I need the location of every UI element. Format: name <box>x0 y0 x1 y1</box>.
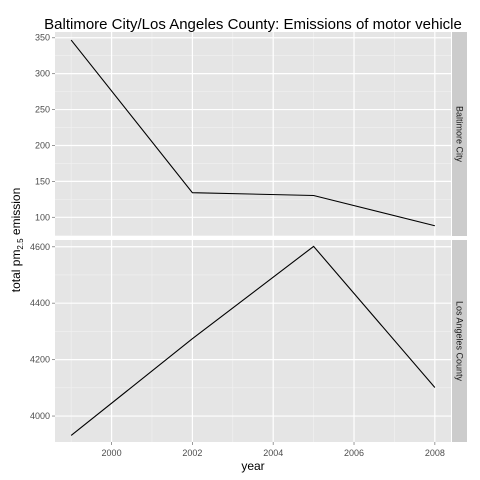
y-axis-title: total pm2.5 emission <box>9 188 25 293</box>
x-tick-label: 2004 <box>263 448 283 458</box>
y-tick-label: 250 <box>35 105 50 115</box>
panel-background <box>55 240 451 442</box>
y-axis-title-subscript: 2.5 <box>16 238 25 250</box>
x-axis: 2000 2002 2004 2006 2008 <box>102 442 445 458</box>
y-tick-label: 4200 <box>30 355 50 365</box>
y-tick-label: 150 <box>35 176 50 186</box>
facet-strip <box>452 240 467 442</box>
panel-baltimore-city: 100 150 200 250 300 350 Baltimore City <box>35 32 467 236</box>
y-axis-title-main: total pm <box>9 250 23 293</box>
y-tick-label: 200 <box>35 140 50 150</box>
y-axis-title-tail: emission <box>9 188 23 239</box>
y-tick-label: 4000 <box>30 411 50 421</box>
y-tick-label: 100 <box>35 212 50 222</box>
x-tick-label: 2006 <box>344 448 364 458</box>
panel-background <box>55 32 451 236</box>
series-line <box>70 245 436 436</box>
y-tick-label: 300 <box>35 69 50 79</box>
x-tick-label: 2002 <box>182 448 202 458</box>
x-axis-title: year <box>241 459 264 473</box>
y-tick-label: 4400 <box>30 298 50 308</box>
x-tick-label: 2000 <box>102 448 122 458</box>
chart-title: Baltimore City/Los Angeles County: Emiss… <box>44 16 462 33</box>
x-tick-label: 2008 <box>425 448 445 458</box>
facet-strip <box>452 32 467 236</box>
series-line <box>70 39 435 227</box>
y-tick-label: 4600 <box>30 242 50 252</box>
facet-strip-label: Baltimore City <box>455 106 465 163</box>
panel-los-angeles-county: 4000 4200 4400 4600 Los Angeles County <box>30 240 467 442</box>
y-tick-label: 350 <box>35 33 50 43</box>
facet-strip-label: Los Angeles County <box>455 301 465 382</box>
